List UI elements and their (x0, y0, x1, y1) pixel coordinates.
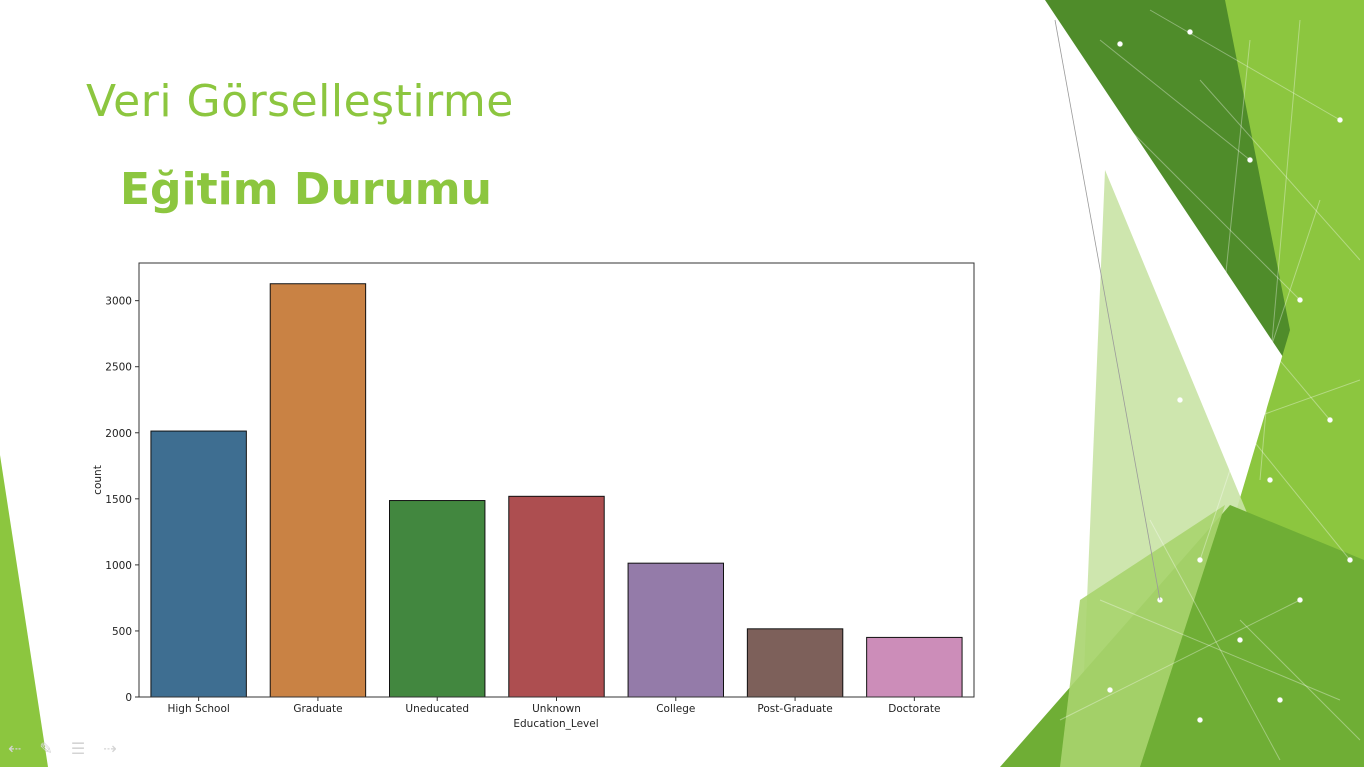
bars-group (150, 283, 963, 698)
x-tick-label: Doctorate (888, 703, 940, 715)
y-tick-label: 0 (125, 692, 132, 704)
bar-college (627, 562, 724, 698)
x-tick-label: Post-Graduate (757, 703, 832, 715)
bar-graduate (269, 283, 367, 698)
slide-title: Veri Görselleştirme (86, 76, 514, 127)
arrow-left-icon[interactable]: ⇠ (8, 738, 22, 758)
y-tick-label: 2500 (105, 362, 132, 374)
y-tick-label: 500 (112, 626, 132, 638)
bar-unknown (508, 495, 605, 698)
pen-icon[interactable]: ✎ (39, 738, 53, 758)
left-green-triangle (0, 455, 48, 767)
x-tick-label: College (656, 703, 695, 715)
x-tick-label: Graduate (293, 703, 342, 715)
bar-uneducated (389, 500, 486, 698)
x-tick-label: Unknown (532, 703, 581, 715)
y-axis-label: count (92, 465, 104, 495)
bottom-light-triangle (1060, 505, 1225, 767)
y-tick-label: 2000 (105, 428, 132, 440)
y-tick-label: 1000 (105, 560, 132, 572)
slide-navigation: ⇠ ✎ ☰ ⇢ (8, 738, 135, 758)
y-tick-label: 1500 (105, 494, 132, 506)
x-axis-label: Education_Level (513, 718, 598, 730)
x-axis-ticks: High School Graduate Uneducated Unknown Coll… (167, 697, 940, 715)
bar-doctorate (866, 636, 963, 698)
slide-subtitle: Eğitim Durumu (120, 164, 492, 215)
decor-thin-line (1054, 19, 1161, 601)
menu-icon[interactable]: ☰ (70, 738, 86, 758)
x-tick-label: Uneducated (405, 703, 469, 715)
y-tick-label: 3000 (105, 296, 132, 308)
y-axis-ticks: 0 500 1000 1500 2000 2500 3000 (105, 296, 139, 704)
x-tick-label: High School (167, 703, 229, 715)
bar-high-school (150, 430, 247, 698)
network-pattern (1059, 9, 1361, 761)
arrow-right-icon[interactable]: ⇢ (103, 738, 117, 758)
bar-post-graduate (746, 628, 844, 698)
